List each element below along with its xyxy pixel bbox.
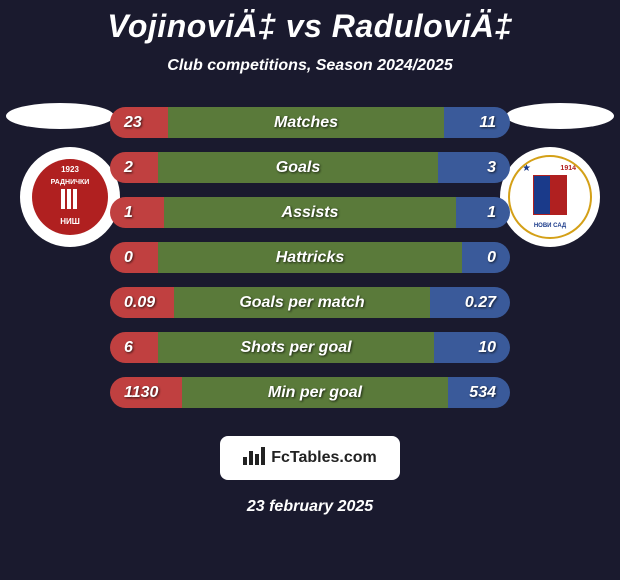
stat-value-left: 0.09 (124, 294, 155, 312)
stat-value-right: 3 (487, 159, 496, 177)
stat-label: Hattricks (276, 249, 344, 267)
stat-value-left: 1130 (124, 384, 158, 402)
stat-bar: 0 Hattricks 0 (110, 242, 510, 273)
stat-seg-left: 0 (110, 242, 158, 273)
crest-left-year: 1923 (61, 165, 79, 175)
star-icon: ★ (522, 163, 531, 174)
stat-label: Min per goal (268, 384, 362, 402)
crest-left-inner: 1923 РАДНИЧКИ НИШ (32, 159, 108, 235)
stat-seg-left: 23 (110, 107, 168, 138)
stat-seg-right: 534 (448, 377, 510, 408)
stat-bar: 2 Goals 3 (110, 152, 510, 183)
stat-value-left: 1 (124, 204, 133, 222)
stat-bar: 1 Assists 1 (110, 197, 510, 228)
crest-right-city: НОВИ САД (534, 223, 566, 229)
branding-text: FcTables.com (271, 449, 377, 467)
stat-seg-mid: Min per goal (182, 377, 448, 408)
stat-value-right: 11 (479, 114, 496, 132)
stat-bar: 6 Shots per goal 10 (110, 332, 510, 363)
stat-value-left: 23 (124, 114, 142, 132)
crest-right: ★ 1914 НОВИ САД (500, 147, 600, 247)
stat-seg-mid: Matches (168, 107, 444, 138)
page-title: VojinoviÄ‡ vs RaduloviÄ‡ (0, 0, 620, 45)
stat-value-right: 10 (478, 339, 496, 357)
stat-bar: 0.09 Goals per match 0.27 (110, 287, 510, 318)
stat-value-left: 6 (124, 339, 133, 357)
crest-left: 1923 РАДНИЧКИ НИШ (20, 147, 120, 247)
crest-left-bars-icon (61, 189, 79, 209)
stat-bars-container: 23Matches112Goals31Assists10Hattricks00.… (110, 107, 510, 408)
stat-seg-right: 1 (456, 197, 510, 228)
stat-label: Shots per goal (240, 339, 351, 357)
stat-value-left: 2 (124, 159, 133, 177)
stat-label: Assists (282, 204, 339, 222)
comparison-content: 1923 РАДНИЧКИ НИШ ★ 1914 НОВИ САД 23Matc… (0, 107, 620, 516)
stat-seg-mid: Shots per goal (158, 332, 434, 363)
oval-shadow-left (6, 103, 114, 129)
stat-seg-right: 11 (444, 107, 510, 138)
stat-seg-left: 6 (110, 332, 158, 363)
stat-seg-right: 10 (434, 332, 510, 363)
crest-right-year: 1914 (560, 165, 576, 172)
stat-seg-mid: Hattricks (158, 242, 462, 273)
subtitle: Club competitions, Season 2024/2025 (0, 57, 620, 75)
stat-value-right: 1 (487, 204, 496, 222)
stat-label: Goals (276, 159, 320, 177)
stat-seg-mid: Goals (158, 152, 438, 183)
date: 23 february 2025 (0, 498, 620, 516)
crest-left-city: НИШ (60, 217, 80, 227)
stat-seg-left: 0.09 (110, 287, 174, 318)
stat-seg-right: 3 (438, 152, 510, 183)
stat-value-right: 0 (487, 249, 496, 267)
stat-seg-left: 1130 (110, 377, 182, 408)
stat-bar: 1130 Min per goal 534 (110, 377, 510, 408)
shield-icon (533, 175, 567, 215)
stat-seg-right: 0 (462, 242, 510, 273)
stat-value-left: 0 (124, 249, 133, 267)
stat-value-right: 534 (469, 384, 496, 402)
stat-seg-left: 2 (110, 152, 158, 183)
stat-seg-right: 0.27 (430, 287, 510, 318)
oval-shadow-right (506, 103, 614, 129)
chart-icon (243, 445, 265, 471)
branding-box: FcTables.com (220, 436, 400, 480)
stat-label: Matches (274, 114, 338, 132)
stat-label: Goals per match (239, 294, 364, 312)
stat-seg-mid: Goals per match (174, 287, 430, 318)
crest-right-inner: ★ 1914 НОВИ САД (508, 155, 592, 239)
stat-seg-mid: Assists (164, 197, 456, 228)
stat-bar: 23 Matches 11 (110, 107, 510, 138)
crest-left-name: РАДНИЧКИ (51, 179, 90, 187)
stat-seg-left: 1 (110, 197, 164, 228)
stat-value-right: 0.27 (465, 294, 496, 312)
